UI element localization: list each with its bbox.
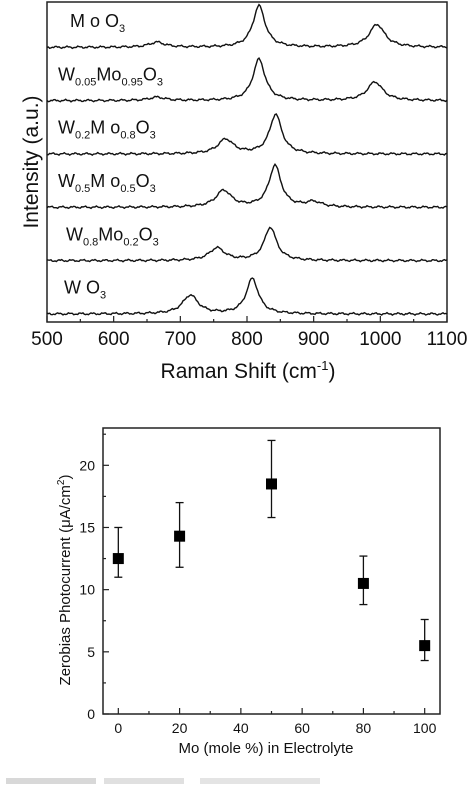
photocurrent-chart: 0 20 40 60 80 100 0 5 10 15 20 Mo (mole %) in Ele… <box>56 427 441 757</box>
photocurrent-y-tick-label: 15 <box>79 519 95 535</box>
raman-x-tick-label: 500 <box>31 329 63 350</box>
raman-series-label: W0.5M o0.5O3 <box>58 171 156 195</box>
photocurrent-y-tick-label: 0 <box>87 706 95 722</box>
photocurrent-data-point <box>419 640 431 652</box>
raman-spectra-chart: 500 600 700 800 900 1000 1100 M o O3 W0.05Mo0.9… <box>20 1 467 383</box>
raman-series-label: M o O3 <box>70 11 125 35</box>
photocurrent-x-tick-label: 100 <box>413 720 437 736</box>
raman-spectrum-line <box>46 277 448 316</box>
photocurrent-y-axis-label: Zerobias Photocurrent (μA/cm2) <box>56 475 74 686</box>
raman-spectrum-line <box>46 56 448 103</box>
raman-x-tick-label: 600 <box>98 329 130 350</box>
raman-series-label: W O3 <box>64 278 106 302</box>
raman-spectrum-line <box>46 226 448 263</box>
photocurrent-x-tick-label: 0 <box>114 720 122 736</box>
raman-y-axis-label: Intensity (a.u.) <box>20 95 43 228</box>
photocurrent-y-tick-label: 5 <box>87 644 95 660</box>
raman-series-group: M o O3 W0.05Mo0.95O3 W0.2M o0.8O3 W0.5M o0.… <box>46 3 448 316</box>
photocurrent-y-tick-label: 20 <box>79 457 95 473</box>
raman-x-tick-label: 800 <box>231 329 263 350</box>
photocurrent-x-axis-label: Mo (mole %) in Electrolyte <box>178 740 353 757</box>
raman-series-label: W0.2M o0.8O3 <box>58 118 156 142</box>
photocurrent-points <box>112 439 431 662</box>
raman-x-tick-label: 700 <box>164 329 196 350</box>
photocurrent-data-point <box>266 478 277 490</box>
caption-fragment <box>6 778 320 784</box>
raman-x-axis-label: Raman Shift (cm-1) <box>161 358 336 383</box>
raman-spectrum-line <box>46 163 448 210</box>
raman-x-ticks: 500 600 700 800 900 1000 1100 <box>31 316 467 350</box>
photocurrent-y-ticks: 0 5 10 15 20 <box>79 433 109 722</box>
raman-plot-frame <box>46 1 448 323</box>
photocurrent-y-tick-label: 10 <box>79 582 95 598</box>
photocurrent-x-ticks: 0 20 40 60 80 100 <box>114 708 437 736</box>
raman-series-label: W0.05Mo0.95O3 <box>58 64 163 88</box>
raman-x-tick-label: 1000 <box>359 329 401 350</box>
photocurrent-x-tick-label: 60 <box>294 720 310 736</box>
raman-spectrum-line <box>46 3 448 50</box>
photocurrent-x-tick-label: 40 <box>233 720 249 736</box>
raman-x-tick-label: 900 <box>298 329 330 350</box>
photocurrent-x-tick-label: 20 <box>172 720 188 736</box>
photocurrent-x-tick-label: 80 <box>356 720 372 736</box>
raman-spectrum-line <box>46 113 448 156</box>
raman-x-tick-label: 1100 <box>427 329 468 350</box>
photocurrent-data-point <box>357 577 369 589</box>
photocurrent-data-point <box>174 530 186 542</box>
photocurrent-data-point <box>112 553 124 565</box>
raman-series-label: W0.8Mo0.2O3 <box>66 224 159 248</box>
